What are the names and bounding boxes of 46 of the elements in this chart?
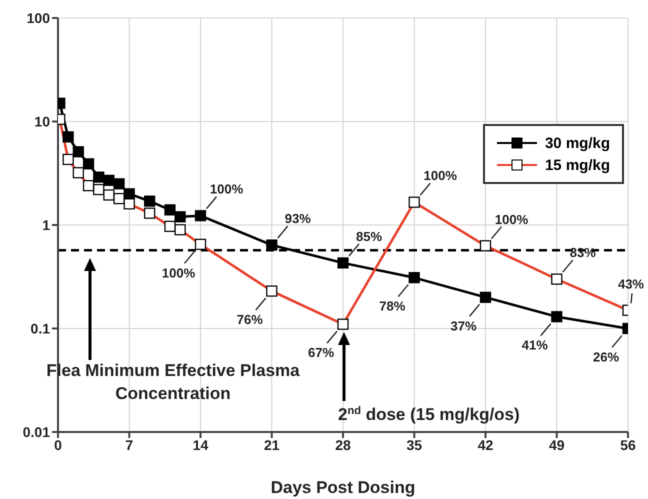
x-tick-label: 28 [335,436,351,453]
point [174,211,186,222]
point [266,239,278,251]
x-axis-title: Days Post Dosing [270,478,416,497]
y-tick-label: 0.01 [22,424,50,440]
x-tick-label: 0 [54,436,62,453]
point [82,158,94,170]
x-tick-label: 42 [478,436,494,453]
point [337,257,349,269]
annotation: 2$^{nd}$ dose (15 mg/kg/os) [338,405,520,424]
point [408,272,420,284]
point [93,172,104,183]
x-tick-label: 14 [192,436,208,453]
annotation: 78% [379,298,406,314]
point [551,311,562,322]
point [113,178,125,190]
x-tick-label: 56 [620,436,636,453]
annotation: 67% [308,345,334,360]
annotation: 37% [450,318,477,334]
annotation: 43% [618,276,644,292]
annotation: 100% [494,212,529,227]
annotation: 100% [162,265,196,280]
annotation: 41% [522,338,548,353]
x-tick-label: 7 [125,436,134,453]
legend-label: 15 mg/kg [544,156,610,174]
annotation: 76% [236,312,264,328]
point [164,204,176,216]
x-tick-label: 35 [406,436,422,453]
point [124,188,135,200]
y-tick-label: 0.1 [30,320,50,336]
annotation: 100% [424,168,458,184]
annotation: 93% [284,211,312,226]
x-tick-label: 49 [548,436,565,453]
annotation: 26% [592,350,620,364]
x-tick-label: 21 [264,436,280,453]
point [144,196,156,207]
y-tick-label: 10 [34,113,50,130]
legend-label: 30 mg/kg [544,134,610,152]
point [194,210,206,222]
point [72,146,84,158]
y-tick-label: 100 [26,10,50,26]
point [62,131,74,142]
annotation: 85% [356,228,382,244]
y-tick-label: 1 [42,216,50,233]
point [480,292,492,303]
annotation: 100% [210,182,244,197]
